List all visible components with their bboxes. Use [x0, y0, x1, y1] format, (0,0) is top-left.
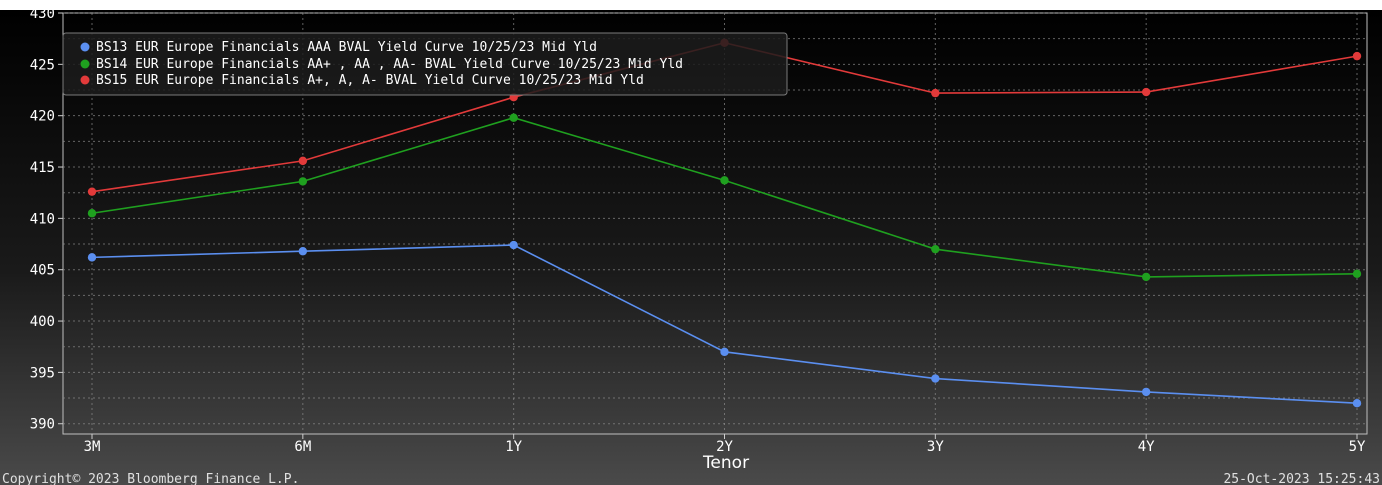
data-point — [298, 156, 308, 166]
data-point — [509, 113, 518, 122]
data-point — [87, 253, 97, 262]
data-point — [1352, 51, 1362, 61]
x-axis-label: Tenor — [702, 453, 749, 473]
y-tick-label: 410 — [30, 211, 55, 227]
data-point — [1352, 269, 1362, 279]
y-tick-label: 400 — [30, 314, 55, 330]
x-tick-label: 4Y — [1138, 439, 1155, 455]
legend-marker-bs15 — [80, 75, 90, 85]
legend-label-bs15: BS15 EUR Europe Financials A+, A, A- BVA… — [96, 73, 644, 88]
y-tick-label: 390 — [30, 417, 55, 433]
data-point — [1141, 272, 1151, 282]
legend-box — [62, 32, 788, 96]
legend-label-bs13: BS13 EUR Europe Financials AAA BVAL Yiel… — [96, 40, 597, 55]
data-point — [1352, 398, 1362, 408]
data-point — [1141, 87, 1151, 97]
data-point — [1141, 387, 1151, 397]
data-point — [298, 177, 308, 186]
x-axis: 3M 6M 1Y 2Y 3Y 4Y 5Y — [84, 434, 1366, 455]
y-axis: 390 395 400 405 410 415 420 425 430 — [30, 6, 63, 433]
x-tick-label: 3M — [84, 439, 101, 455]
data-point — [87, 187, 97, 196]
x-tick-label: 3Y — [927, 439, 944, 455]
y-tick-label: 420 — [30, 109, 55, 125]
timestamp-text: 25-Oct-2023 15:25:43 — [1223, 472, 1380, 485]
y-tick-label: 425 — [30, 57, 55, 73]
x-tick-label: 1Y — [505, 439, 522, 455]
legend-marker-bs14 — [80, 59, 90, 69]
data-point — [720, 347, 729, 357]
data-point — [931, 374, 940, 383]
legend-label-bs14: BS14 EUR Europe Financials AA+ , AA , AA… — [96, 57, 683, 72]
data-point — [931, 88, 940, 98]
y-tick-label: 405 — [30, 263, 55, 279]
data-point — [509, 240, 518, 250]
x-tick-label: 6M — [294, 439, 311, 455]
y-tick-label: 415 — [30, 160, 55, 176]
data-point — [720, 176, 729, 185]
data-point — [87, 209, 97, 218]
x-tick-label: 2Y — [716, 439, 733, 455]
legend-marker-bs13 — [80, 42, 90, 52]
data-point — [931, 244, 940, 254]
data-point — [298, 247, 308, 256]
legend: BS13 EUR Europe Financials AAA BVAL Yiel… — [62, 32, 788, 96]
x-tick-label: 5Y — [1349, 439, 1366, 455]
y-tick-label: 395 — [30, 365, 55, 381]
copyright-text: Copyright© 2023 Bloomberg Finance L.P. — [2, 472, 299, 485]
y-tick-label: 430 — [30, 6, 55, 22]
